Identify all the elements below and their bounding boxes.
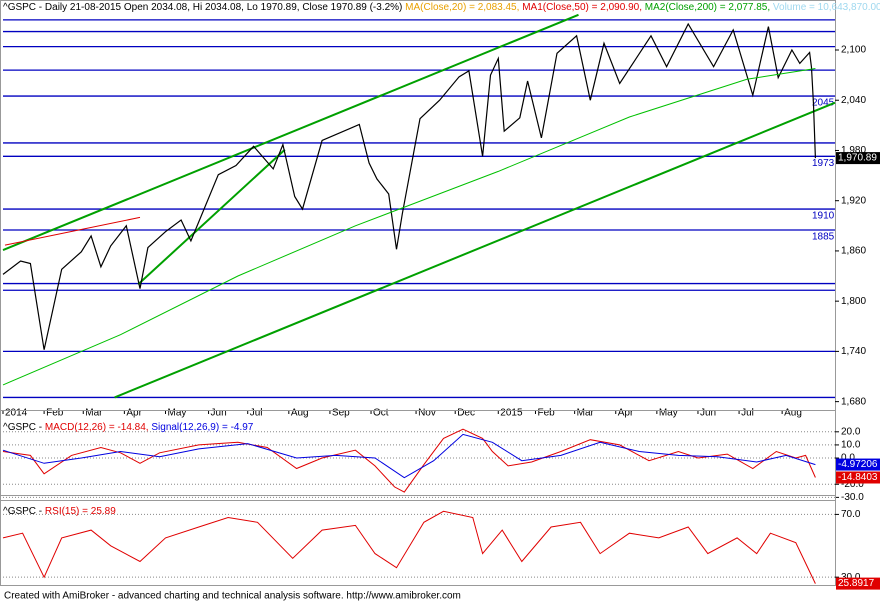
y-tick-label: 1,740: [841, 346, 866, 357]
panel-header: ^GSPC - MACD(12,26) = -14.84, Signal(12,…: [3, 422, 254, 433]
x-tick-label: Feb: [537, 408, 555, 419]
y-tick-label: 2,040: [841, 95, 866, 106]
x-tick-label: Jul: [250, 408, 263, 419]
x-tick-label: Apr: [618, 408, 634, 419]
y-tick-label: 20.0: [841, 426, 861, 437]
y-tick-label: 30.0: [841, 572, 861, 583]
x-tick-label: Jun: [700, 408, 716, 419]
last-value-label: -4.97206: [838, 459, 878, 470]
x-tick-label: Jul: [741, 408, 754, 419]
panel-frame: [0, 495, 836, 586]
level-label: 2045: [812, 98, 835, 109]
x-tick-label: Mar: [85, 408, 103, 419]
y-tick-label: 1,680: [841, 396, 866, 407]
trend-line: [2, 13, 579, 252]
header-item: MACD(12,26) = -14.84,: [45, 422, 151, 433]
last-value-label: 25.8917: [838, 578, 875, 589]
x-tick-label: Oct: [373, 408, 389, 419]
x-tick-label: Feb: [46, 408, 64, 419]
series-line: [2, 22, 816, 350]
x-tick-label: May: [167, 408, 186, 419]
x-tick-label: 2014: [5, 408, 28, 419]
x-tick-label: May: [659, 408, 678, 419]
last-value-label: 1,970.89: [838, 153, 877, 164]
x-tick-label: Aug: [291, 408, 309, 419]
x-tick-label: Jun: [211, 408, 227, 419]
x-tick-label: Dec: [457, 408, 475, 419]
last-value-box: [836, 152, 880, 165]
y-tick-label: 10.0: [841, 440, 861, 451]
x-tick-label: Apr: [126, 408, 142, 419]
y-tick-label: 1,920: [841, 195, 866, 206]
header-item: ^GSPC - Daily 21-08-2015 Open 2034.08, H…: [3, 2, 405, 13]
series-line: [2, 428, 816, 493]
last-value-box: [836, 458, 880, 471]
header-item: Volume = 10,643,870.00: [773, 2, 880, 13]
panel-frame: [0, 410, 836, 501]
header-item: MA1(Close,50) = 2,090.90,: [522, 2, 645, 13]
last-value-label: -14.8403: [838, 472, 878, 483]
header-item: ^GSPC -: [3, 506, 45, 517]
series-line: [2, 68, 816, 386]
y-tick-label: 70.0: [841, 509, 861, 520]
header-item: MA(Close,20) = 2,083.45,: [405, 2, 522, 13]
y-tick-label: 1,860: [841, 246, 866, 257]
last-value-box: [836, 471, 880, 484]
header-item: RSI(15) = 25.89: [45, 506, 116, 517]
level-label: 1910: [812, 211, 835, 222]
trend-line: [4, 216, 141, 246]
x-tick-label: 2015: [500, 408, 523, 419]
header-item: MA2(Close,200) = 2,077.85,: [645, 2, 773, 13]
level-label: 1885: [812, 232, 835, 243]
x-tick-label: Sep: [332, 408, 350, 419]
x-tick-label: Nov: [418, 408, 436, 419]
y-tick-label: 0.0: [841, 453, 855, 464]
y-tick-label: 2,100: [841, 45, 866, 56]
trend-line: [114, 101, 836, 399]
series-line: [2, 510, 816, 584]
level-label: 1973: [812, 158, 835, 169]
series-line: [2, 433, 816, 479]
y-tick-label: -20.0: [841, 479, 864, 490]
y-tick-label: 1,800: [841, 296, 866, 307]
panel-header: ^GSPC - RSI(15) = 25.89: [3, 506, 116, 517]
footer: Created with AmiBroker - advanced charti…: [4, 591, 461, 602]
x-tick-label: Mar: [577, 408, 595, 419]
header-item: Signal(12,26,9) = -4.97: [151, 422, 253, 433]
x-tick-label: Aug: [784, 408, 802, 419]
y-tick-label: -30.0: [841, 492, 864, 503]
trend-line: [137, 148, 286, 286]
y-tick-label: 1,980: [841, 145, 866, 156]
last-value-box: [836, 577, 880, 590]
panel-header: ^GSPC - Daily 21-08-2015 Open 2034.08, H…: [3, 2, 880, 13]
header-item: ^GSPC -: [3, 422, 45, 433]
